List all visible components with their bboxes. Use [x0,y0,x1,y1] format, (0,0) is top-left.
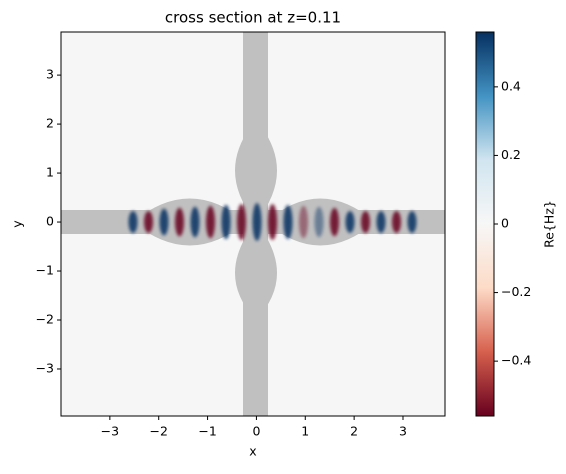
field-stripe [283,204,293,240]
colorbar-label: Re{Hz} [542,200,557,248]
field-stripe [206,205,215,239]
lens [235,222,277,320]
field-image [61,32,445,416]
y-tick-label: 3 [46,67,54,82]
chart-title: cross section at z=0.11 [165,9,341,27]
field-stripe [159,208,169,236]
colorbar-tick-label: −0.2 [501,284,531,299]
lens [266,198,375,246]
field-stripe [314,206,324,238]
colorbar [475,31,495,417]
x-tick-label: 2 [350,424,358,439]
field-stripe [175,207,184,237]
field-stripe [299,205,308,239]
x-tick-label: −1 [198,424,216,439]
field-stripe [361,211,370,233]
x-tick-label: 0 [252,424,260,439]
lens [133,198,246,246]
field-stripe [237,203,246,241]
plot-frame [60,31,446,417]
field-stripe [392,211,401,233]
x-axis-label: x [249,444,256,459]
x-tick-label: 1 [301,424,309,439]
colorbar-tick-label: 0.2 [501,147,521,162]
y-tick-label: −2 [36,312,54,327]
field-stripe [221,204,231,240]
colorbar-tick-label: 0 [501,216,509,231]
x-tick-label: −2 [149,424,167,439]
y-tick-label: −3 [36,360,54,375]
field-stripe [376,211,386,233]
field-stripe [252,203,262,241]
y-tick-label: 2 [46,116,54,131]
field-stripe [268,204,277,240]
field-stripe [330,207,339,237]
field-stripe [190,206,200,238]
y-axis-label: y [10,220,25,228]
y-tick-label: 0 [46,214,54,229]
field-stripe [144,211,153,233]
y-tick-label: −1 [36,263,54,278]
colorbar-tick-label: 0.4 [501,78,521,93]
colorbar-tick-label: −0.4 [501,353,531,368]
y-tick-label: 1 [46,165,54,180]
x-tick-label: 3 [399,424,407,439]
lens [235,120,277,222]
field-stripe [128,211,138,233]
field-stripe [345,211,355,233]
field-stripe [407,211,417,233]
x-tick-label: −3 [101,424,119,439]
